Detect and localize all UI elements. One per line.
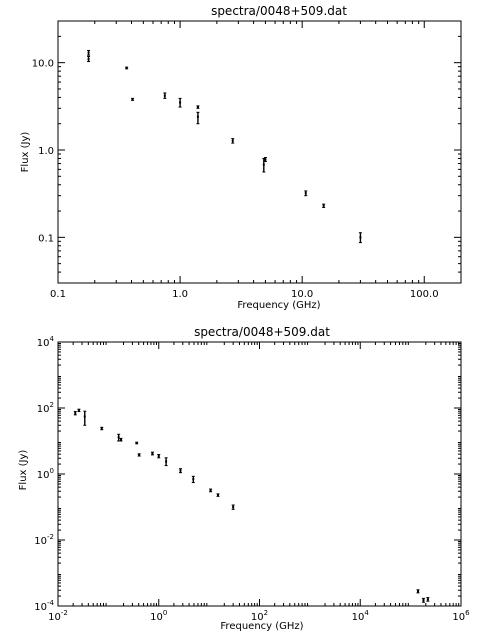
chart-top-data-point [231,138,235,144]
chart-bottom-point-marker [100,427,103,430]
chart-top-data-point [304,190,308,197]
chart-bottom-minor-ticks [58,342,461,606]
chart-bottom-point-marker [192,478,195,481]
chart-top-data-point [131,97,135,101]
chart-bottom-data-point [164,457,168,467]
chart-bottom: spectra/0048+509.dat Frequency (GHz) Flu… [18,325,470,632]
chart-bottom-y-tick-label: 102 [37,401,54,415]
chart-bottom-data-point [117,433,121,442]
chart-top-point-marker [322,204,325,207]
chart-bottom-data-point [157,453,161,459]
chart-top-data-point [263,157,267,162]
chart-bottom-point-marker [138,453,141,456]
chart-bottom-point-marker [77,409,80,412]
chart-top-x-tick-label: 1.0 [172,289,188,300]
chart-bottom-data-point [216,493,220,497]
chart-top-point-marker [131,98,134,101]
chart-bottom-data-point [426,597,430,602]
chart-top-data-point [178,97,182,108]
chart-top-point-marker [359,236,362,239]
chart-top-y-tick-label: 1.0 [38,146,54,157]
chart-top-minor-ticks [58,21,461,283]
chart-top-ylabel: Flux (Jy) [20,132,31,173]
chart-top-point-marker [264,158,267,161]
chart-bottom-x-tick-label: 104 [352,609,370,623]
chart-bottom-data-points [73,408,430,603]
chart-bottom-point-marker [151,452,154,455]
chart-top-title: spectra/0048+509.dat [211,4,347,18]
chart-top-point-marker [304,192,307,195]
chart-top-point-marker [196,115,199,118]
chart-bottom-data-point [150,451,154,456]
chart-top-x-tick-label: 10.0 [291,289,313,300]
chart-top-xlabel: Frequency (GHz) [237,300,320,311]
chart-top-data-point [196,111,200,125]
chart-top-point-marker [87,51,90,54]
chart-bottom-x-tick-label: 10-2 [48,609,68,623]
chart-bottom-data-point [83,410,87,426]
chart-bottom-data-point [73,411,77,416]
chart-top-y-tick-label: 0.1 [38,233,54,244]
chart-top-point-marker [262,163,265,166]
chart-bottom-point-marker [117,436,120,439]
chart-top-data-point [125,66,129,70]
chart-top-data-point [163,92,167,99]
chart-bottom-point-marker [426,598,429,601]
chart-bottom-data-point [416,589,420,594]
chart-top-point-marker [196,106,199,109]
chart-top-point-marker [163,94,166,97]
chart-bottom-point-marker [135,441,138,444]
chart-top-data-point [358,232,362,244]
chart-top: spectra/0048+509.dat Frequency (GHz) Flu… [20,4,462,311]
chart-bottom-point-marker [232,506,235,508]
chart-bottom-xlabel: Frequency (GHz) [220,621,303,632]
chart-top-point-marker [231,139,234,142]
chart-bottom-point-marker [119,438,122,441]
chart-bottom-data-point [231,504,235,510]
chart-bottom-ylabel: Flux (Jy) [18,450,29,491]
chart-bottom-data-point [100,426,104,431]
chart-bottom-point-marker [165,460,168,463]
chart-top-y-tick-label: 10.0 [32,59,54,70]
chart-bottom-y-tick-label: 104 [37,335,55,349]
chart-bottom-data-point [137,453,141,457]
chart-top-data-point [322,203,326,208]
chart-top-data-point [87,55,91,63]
chart-bottom-data-point [119,437,123,442]
chart-bottom-data-point [178,468,182,474]
chart-bottom-data-point [77,408,81,413]
chart-bottom-x-tick-label: 106 [452,609,470,623]
chart-bottom-x-tick-label: 102 [251,609,268,623]
chart-bottom-frame [57,341,462,607]
chart-bottom-data-point [191,475,195,484]
chart-bottom-point-marker [422,599,425,602]
chart-bottom-data-point [135,441,139,445]
chart-top-point-marker [125,66,128,69]
chart-bottom-y-tick-label: 10-4 [34,599,54,613]
chart-bottom-point-marker [209,489,212,492]
chart-bottom-point-marker [179,469,182,472]
chart-bottom-point-marker [74,412,77,415]
chart-bottom-point-marker [157,455,160,458]
chart-bottom-title: spectra/0048+509.dat [194,325,330,339]
chart-bottom-y-tick-label: 100 [37,467,54,481]
chart-top-data-point [87,49,91,56]
chart-bottom-data-point [209,488,213,493]
chart-top-x-tick-label: 100.0 [410,289,439,300]
chart-top-point-marker [179,101,182,104]
chart-bottom-point-marker [216,494,219,497]
chart-top-data-point [196,105,200,109]
chart-bottom-y-tick-label: 10-2 [34,533,54,547]
chart-top-x-tick-label: 0.1 [50,289,66,300]
chart-bottom-x-tick-label: 100 [150,609,167,623]
chart-bottom-point-marker [83,415,86,418]
chart-bottom-data-point [421,597,425,603]
chart-top-frame [57,20,462,284]
chart-bottom-point-marker [416,590,419,593]
chart-top-data-points [87,49,362,244]
chart-top-point-marker [87,58,90,61]
